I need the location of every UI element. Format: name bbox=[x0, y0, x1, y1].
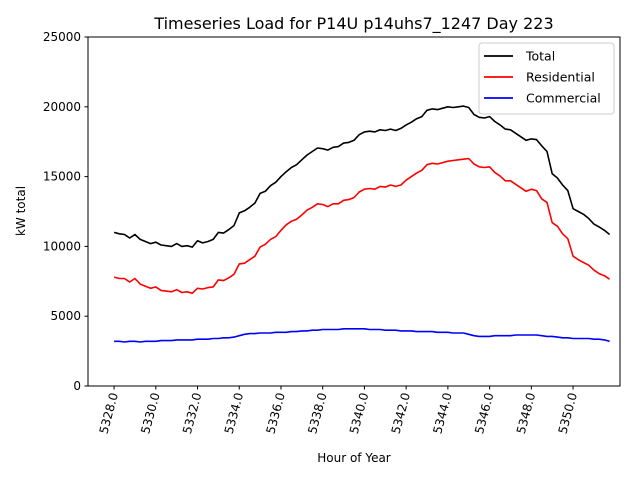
x-tick-label: 5330.0 bbox=[138, 391, 162, 435]
x-axis-label: Hour of Year bbox=[317, 451, 391, 465]
chart-title: Timeseries Load for P14U p14uhs7_1247 Da… bbox=[153, 14, 553, 34]
x-axis: 5328.0 5330.0 5332.0 5334.0 5336.0 5338.0 5340… bbox=[97, 386, 580, 435]
y-tick-label: 25000 bbox=[43, 30, 81, 44]
x-tick-label: 5350.0 bbox=[556, 391, 580, 435]
y-tick-label: 10000 bbox=[43, 239, 81, 253]
y-tick-label: 15000 bbox=[43, 170, 81, 184]
x-tick-label: 5346.0 bbox=[472, 391, 496, 435]
legend: Total Residential Commercial bbox=[478, 42, 615, 115]
x-tick-label: 5348.0 bbox=[514, 391, 538, 435]
legend-frame bbox=[478, 42, 615, 115]
legend-label-residential: Residential bbox=[526, 70, 595, 85]
series-layer bbox=[113, 105, 611, 343]
series-line-residential bbox=[113, 157, 611, 295]
y-tick-label: 20000 bbox=[43, 100, 81, 114]
x-tick-label: 5334.0 bbox=[222, 391, 246, 435]
y-axis: 0 5000 10000 15000 20000 25000 bbox=[43, 30, 88, 393]
x-tick-label: 5332.0 bbox=[180, 391, 204, 435]
x-tick-label: 5336.0 bbox=[263, 391, 287, 435]
y-axis-label: kW total bbox=[14, 186, 28, 236]
series-line-total bbox=[113, 105, 611, 248]
y-tick-label: 5000 bbox=[50, 309, 81, 323]
x-tick-label: 5340.0 bbox=[347, 391, 371, 435]
x-tick-label: 5344.0 bbox=[430, 391, 454, 435]
y-tick-label: 0 bbox=[73, 379, 81, 393]
legend-label-commercial: Commercial bbox=[526, 91, 601, 106]
series-line-commercial bbox=[114, 327, 610, 343]
legend-label-total: Total bbox=[525, 49, 555, 64]
x-tick-label: 5328.0 bbox=[97, 391, 121, 435]
x-tick-label: 5338.0 bbox=[305, 391, 329, 435]
plot-area-frame bbox=[87, 36, 621, 387]
x-tick-label: 5342.0 bbox=[389, 391, 413, 435]
